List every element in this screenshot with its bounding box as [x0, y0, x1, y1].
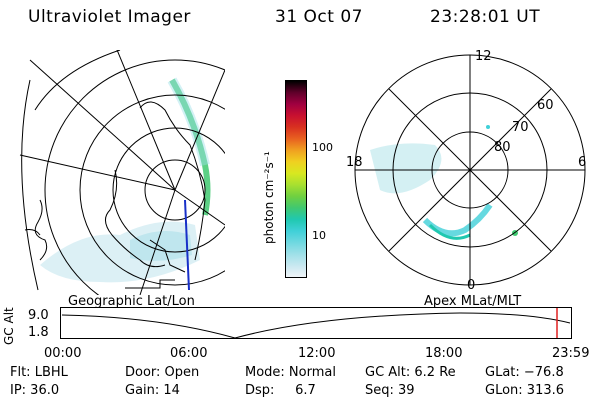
- colorbar-unit-label: photon cm⁻²s⁻¹: [262, 151, 276, 244]
- timeline-plot: [60, 307, 572, 339]
- aurora-emission-right: [370, 125, 518, 240]
- lat-label-60: 60: [537, 98, 554, 113]
- mlt-label-12: 12: [475, 49, 492, 64]
- timeline-xtick-1800: 18:00: [425, 346, 463, 361]
- info-gain: Gain: 14: [125, 383, 180, 398]
- colorbar-tick-10: 10: [312, 229, 326, 242]
- timeline-ytick-high: 9.0: [28, 308, 49, 323]
- lat-label-70: 70: [512, 120, 529, 135]
- title: Ultraviolet Imager: [28, 7, 191, 27]
- timeline-ytick-low: 1.8: [28, 325, 49, 340]
- colorbar: [285, 80, 307, 278]
- info-seq: Seq: 39: [365, 383, 415, 398]
- colorbar-tick-100: 100: [312, 141, 333, 154]
- timeline-xtick-0600: 06:00: [170, 346, 208, 361]
- info-glon: GLon: 313.6: [485, 383, 565, 398]
- time-label: 23:28:01 UT: [430, 7, 541, 27]
- lat-label-80: 80: [494, 140, 511, 155]
- info-door: Door: Open: [125, 365, 200, 380]
- info-dsp: Dsp: 6.7: [245, 383, 316, 398]
- info-glat: GLat: −76.8: [485, 365, 564, 380]
- aurora-emission-left: [40, 77, 211, 283]
- polar-mlt-map: [354, 54, 586, 286]
- mlt-label-6: 6: [578, 155, 587, 170]
- timeline-xtick-0000: 00:00: [44, 346, 82, 361]
- info-flt: Flt: LBHL: [10, 365, 68, 380]
- timeline-xtick-1200: 12:00: [298, 346, 336, 361]
- mlt-label-18: 18: [346, 155, 363, 170]
- footprint-line: [184, 199, 190, 291]
- geographic-map: [19, 50, 225, 295]
- info-gc-alt: GC Alt: 6.2 Re: [365, 365, 456, 380]
- date-label: 31 Oct 07: [275, 7, 363, 27]
- info-ip: IP: 36.0: [10, 383, 60, 398]
- right-panel-caption: Apex MLat/MLT: [424, 294, 522, 309]
- mlt-label-0: 0: [467, 278, 476, 293]
- timeline-xtick-2359: 23:59: [552, 346, 590, 361]
- left-panel-caption: Geographic Lat/Lon: [68, 294, 195, 309]
- info-mode: Mode: Normal: [245, 365, 336, 380]
- timeline-axis-title: GC Alt: [2, 307, 16, 345]
